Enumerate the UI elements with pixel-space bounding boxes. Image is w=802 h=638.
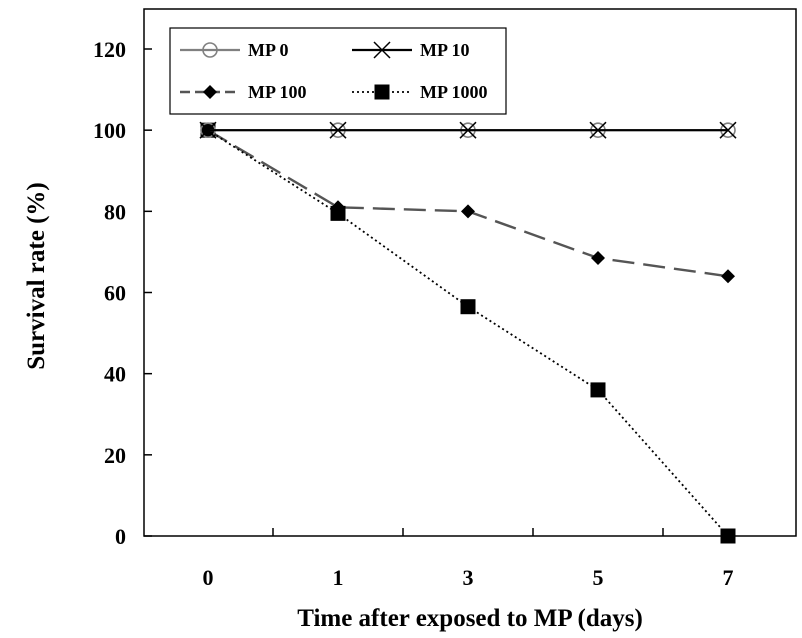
y-tick-label: 60 xyxy=(104,281,126,306)
x-tick-label: 5 xyxy=(593,565,604,590)
y-tick-label: 40 xyxy=(104,362,126,387)
marker-x xyxy=(719,121,737,139)
marker-x-stroke xyxy=(589,121,607,139)
marker-x-stroke xyxy=(719,121,737,139)
legend-label: MP 100 xyxy=(248,82,307,102)
y-axis: 0 20 40 60 80 100 120 xyxy=(93,37,152,549)
marker-diamond xyxy=(721,269,735,284)
legend: MP 0 MP 10 MP 100 MP 1000 xyxy=(169,27,507,115)
series-line xyxy=(207,129,729,278)
marker-square xyxy=(330,205,346,221)
marker-diamond xyxy=(461,204,475,219)
marker-square xyxy=(720,528,736,544)
marker-diamond xyxy=(203,85,217,99)
marker-square xyxy=(374,84,390,100)
x-axis-title: Time after exposed to MP (days) xyxy=(297,605,643,632)
marker-x xyxy=(329,121,347,139)
marker-x-stroke xyxy=(373,41,391,59)
series-mp-100 xyxy=(201,123,735,284)
series-mp-10 xyxy=(199,121,737,139)
x-tick-label: 0 xyxy=(203,565,214,590)
x-tick-label: 3 xyxy=(463,565,474,590)
marker-square xyxy=(590,382,606,398)
legend-label: MP 0 xyxy=(248,40,289,60)
marker-x-stroke xyxy=(459,121,477,139)
y-axis-title: Survival rate (%) xyxy=(23,182,50,369)
marker-square xyxy=(460,299,476,315)
legend-label: MP 1000 xyxy=(420,82,488,102)
legend-item: MP 0 xyxy=(180,40,289,60)
y-tick-label: 0 xyxy=(115,524,126,549)
marker-x xyxy=(199,121,217,139)
marker-diamond xyxy=(591,251,605,266)
x-tick-label: 7 xyxy=(723,565,734,590)
series-layer xyxy=(199,121,737,544)
y-tick-label: 80 xyxy=(104,199,126,224)
y-tick-label: 20 xyxy=(104,443,126,468)
x-tick-label: 1 xyxy=(333,565,344,590)
series-mp-1000 xyxy=(200,122,736,544)
marker-x xyxy=(459,121,477,139)
series-line xyxy=(207,129,729,537)
marker-x-stroke xyxy=(199,121,217,139)
legend-box xyxy=(169,27,507,115)
marker-x xyxy=(373,41,391,59)
legend-item: MP 10 xyxy=(352,40,470,60)
plot-frame xyxy=(143,8,797,537)
legend-item: MP 1000 xyxy=(352,82,488,102)
y-tick-label: 120 xyxy=(93,37,126,62)
x-axis: 0 1 3 5 7 xyxy=(203,528,734,590)
marker-circle xyxy=(202,42,218,58)
marker-x-stroke xyxy=(329,121,347,139)
legend-label: MP 10 xyxy=(420,40,470,60)
marker-x xyxy=(589,121,607,139)
legend-item: MP 100 xyxy=(180,82,307,102)
y-tick-label: 100 xyxy=(93,118,126,143)
